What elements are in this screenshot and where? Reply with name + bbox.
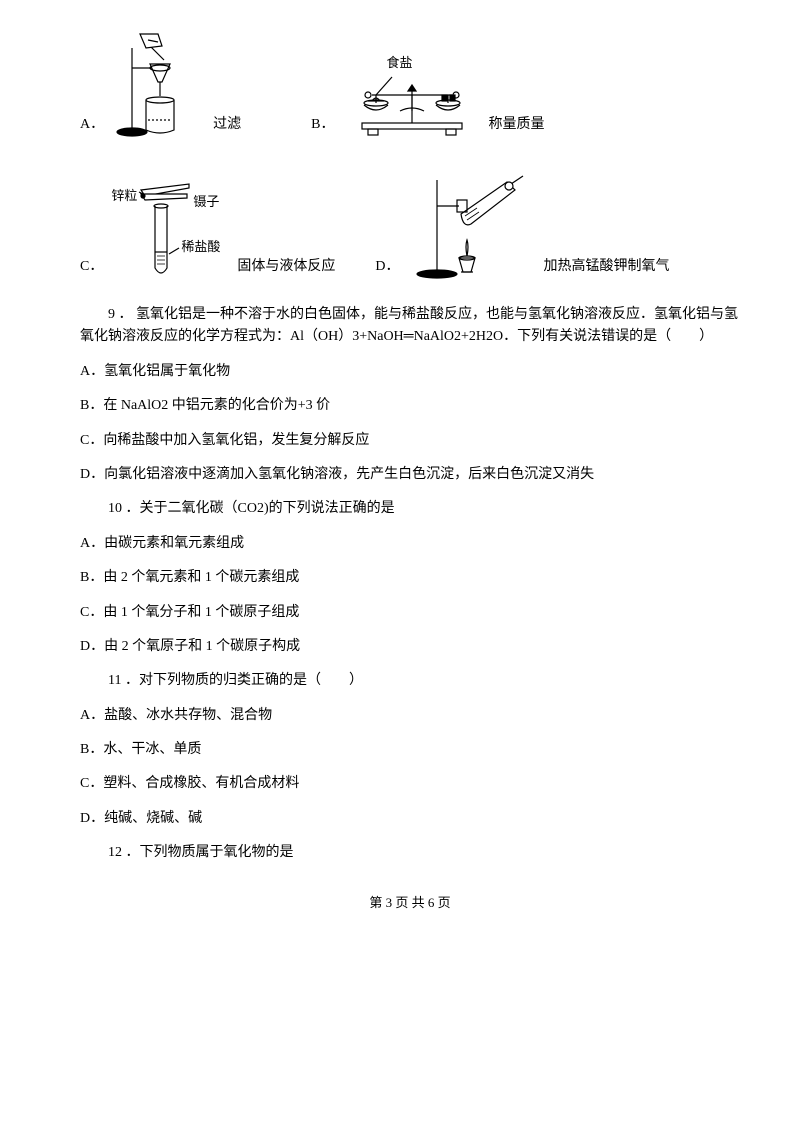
option-letter: A． bbox=[80, 114, 104, 136]
option-text: 固体与液体反应 bbox=[237, 256, 335, 278]
q9-d: D．向氯化铝溶液中逐滴加入氢氧化钠溶液，先产生白色沉淀，后来白色沉淀又消失 bbox=[80, 464, 740, 486]
page-footer: 第 3 页 共 6 页 bbox=[80, 893, 740, 914]
q8-row-cd: C． 锌粒 镊子 稀盐酸 bbox=[80, 162, 740, 282]
q11-b: B．水、干冰、单质 bbox=[80, 739, 740, 761]
q10-b: B．由 2 个氧元素和 1 个碳元素组成 bbox=[80, 567, 740, 589]
q11-stem: 11 ．对下列物质的归类正确的是（ ） bbox=[80, 670, 740, 692]
q11-c: C．塑料、合成橡胶、有机合成材料 bbox=[80, 773, 740, 795]
q8-option-a: A． bbox=[80, 30, 241, 140]
tube-diagram: 锌粒 镊子 稀盐酸 bbox=[111, 182, 231, 282]
option-letter: D． bbox=[375, 256, 399, 278]
q10-stem: 10 ．关于二氧化碳（CO2)的下列说法正确的是 bbox=[80, 498, 740, 520]
q10-d: D．由 2 个氧原子和 1 个碳原子构成 bbox=[80, 636, 740, 658]
q10-c: C．由 1 个氧分子和 1 个碳原子组成 bbox=[80, 602, 740, 624]
salt-label: 食盐 bbox=[386, 53, 412, 74]
q8-option-b: B． 食盐 bbox=[311, 55, 544, 140]
zinc-label: 锌粒 bbox=[111, 186, 137, 207]
q8-option-d: D． bbox=[375, 162, 669, 282]
q8-option-c: C． 锌粒 镊子 稀盐酸 bbox=[80, 182, 335, 282]
q9-c: C．向稀盐酸中加入氢氧化铝，发生复分解反应 bbox=[80, 430, 740, 452]
option-text: 加热高锰酸钾制氧气 bbox=[543, 256, 669, 278]
heating-diagram bbox=[407, 162, 537, 282]
q12-stem: 12 ．下列物质属于氧化物的是 bbox=[80, 842, 740, 864]
q10-a: A．由碳元素和氧元素组成 bbox=[80, 533, 740, 555]
option-text: 过滤 bbox=[213, 114, 241, 136]
option-text: 称量质量 bbox=[488, 114, 544, 136]
q9-a: A．氢氧化铝属于氧化物 bbox=[80, 361, 740, 383]
q11-a: A．盐酸、冰水共存物、混合物 bbox=[80, 705, 740, 727]
filtration-diagram bbox=[112, 30, 207, 140]
q9-b: B．在 NaAlO2 中铝元素的化合价为+3 价 bbox=[80, 395, 740, 417]
q11-d: D．纯碱、烧碱、碱 bbox=[80, 808, 740, 830]
option-letter: B． bbox=[311, 114, 334, 136]
acid-label: 稀盐酸 bbox=[181, 240, 220, 254]
q8-row-ab: A． bbox=[80, 30, 740, 140]
option-letter: C． bbox=[80, 256, 103, 278]
q9-stem: 9 ． 氢氧化铝是一种不溶于水的白色固体，能与稀盐酸反应，也能与氢氧化钠溶液反应… bbox=[80, 304, 740, 349]
balance-diagram: 食盐 bbox=[342, 55, 482, 140]
tweezers-label: 镊子 bbox=[193, 192, 219, 213]
